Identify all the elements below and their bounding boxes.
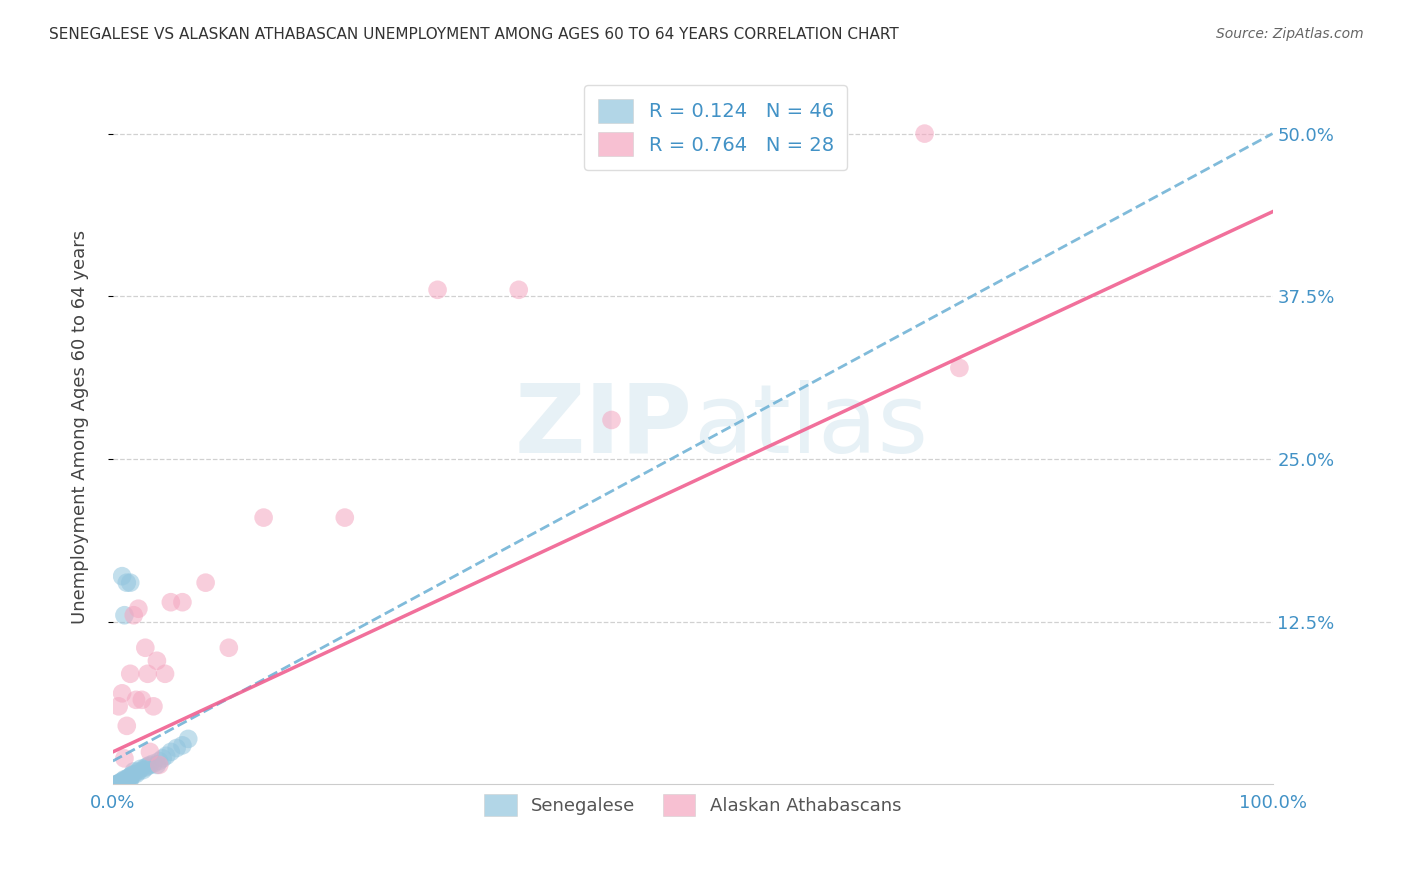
Point xyxy=(146,654,169,668)
Point xyxy=(115,772,138,787)
Point xyxy=(120,768,142,782)
Text: atlas: atlas xyxy=(693,380,928,473)
Point xyxy=(125,693,148,707)
Point xyxy=(148,758,170,772)
Point xyxy=(110,774,132,789)
Point xyxy=(252,510,274,524)
Point xyxy=(110,777,132,791)
Point xyxy=(142,699,165,714)
Y-axis label: Unemployment Among Ages 60 to 64 years: Unemployment Among Ages 60 to 64 years xyxy=(72,229,89,624)
Point xyxy=(120,772,142,787)
Point xyxy=(139,745,162,759)
Point xyxy=(146,758,169,772)
Text: SENEGALESE VS ALASKAN ATHABASCAN UNEMPLOYMENT AMONG AGES 60 TO 64 YEARS CORRELAT: SENEGALESE VS ALASKAN ATHABASCAN UNEMPLO… xyxy=(49,27,898,42)
Point xyxy=(948,360,970,375)
Point xyxy=(107,699,129,714)
Point xyxy=(114,751,136,765)
Point xyxy=(114,772,136,787)
Point xyxy=(117,771,139,785)
Point xyxy=(114,773,136,788)
Point xyxy=(120,575,142,590)
Point xyxy=(136,666,159,681)
Point xyxy=(177,731,200,746)
Text: ZIP: ZIP xyxy=(515,380,693,473)
Point xyxy=(127,764,149,779)
Point xyxy=(600,413,623,427)
Point xyxy=(172,739,194,753)
Point xyxy=(122,767,145,781)
Point xyxy=(160,745,183,759)
Point xyxy=(115,575,138,590)
Point xyxy=(105,777,128,791)
Point xyxy=(118,773,141,788)
Point xyxy=(155,748,177,763)
Point xyxy=(508,283,530,297)
Point xyxy=(115,719,138,733)
Point xyxy=(218,640,240,655)
Point xyxy=(122,608,145,623)
Point xyxy=(134,760,156,774)
Text: Source: ZipAtlas.com: Source: ZipAtlas.com xyxy=(1216,27,1364,41)
Point xyxy=(108,777,131,791)
Point xyxy=(160,595,183,609)
Point xyxy=(139,758,162,772)
Point xyxy=(166,741,188,756)
Point xyxy=(114,774,136,789)
Point xyxy=(132,763,155,777)
Point xyxy=(153,666,176,681)
Point xyxy=(120,770,142,784)
Point xyxy=(107,777,129,791)
Point xyxy=(148,754,170,768)
Point xyxy=(333,510,356,524)
Point xyxy=(152,751,174,765)
Point xyxy=(129,762,152,776)
Legend: Senegalese, Alaskan Athabascans: Senegalese, Alaskan Athabascans xyxy=(475,786,910,825)
Point xyxy=(914,127,936,141)
Point xyxy=(134,640,156,655)
Point xyxy=(112,776,135,790)
Point xyxy=(107,777,129,791)
Point xyxy=(107,777,129,791)
Point xyxy=(142,756,165,771)
Point xyxy=(136,759,159,773)
Point xyxy=(172,595,194,609)
Point xyxy=(426,283,449,297)
Point xyxy=(108,776,131,790)
Point xyxy=(111,774,134,789)
Point xyxy=(107,777,129,791)
Point xyxy=(797,127,820,141)
Point xyxy=(114,608,136,623)
Point xyxy=(111,569,134,583)
Point xyxy=(112,773,135,788)
Point xyxy=(111,686,134,700)
Point xyxy=(194,575,217,590)
Point xyxy=(111,777,134,791)
Point xyxy=(120,666,142,681)
Point xyxy=(107,776,129,790)
Point xyxy=(125,767,148,781)
Point xyxy=(105,777,128,791)
Point xyxy=(122,764,145,779)
Point xyxy=(127,601,149,615)
Point xyxy=(131,693,153,707)
